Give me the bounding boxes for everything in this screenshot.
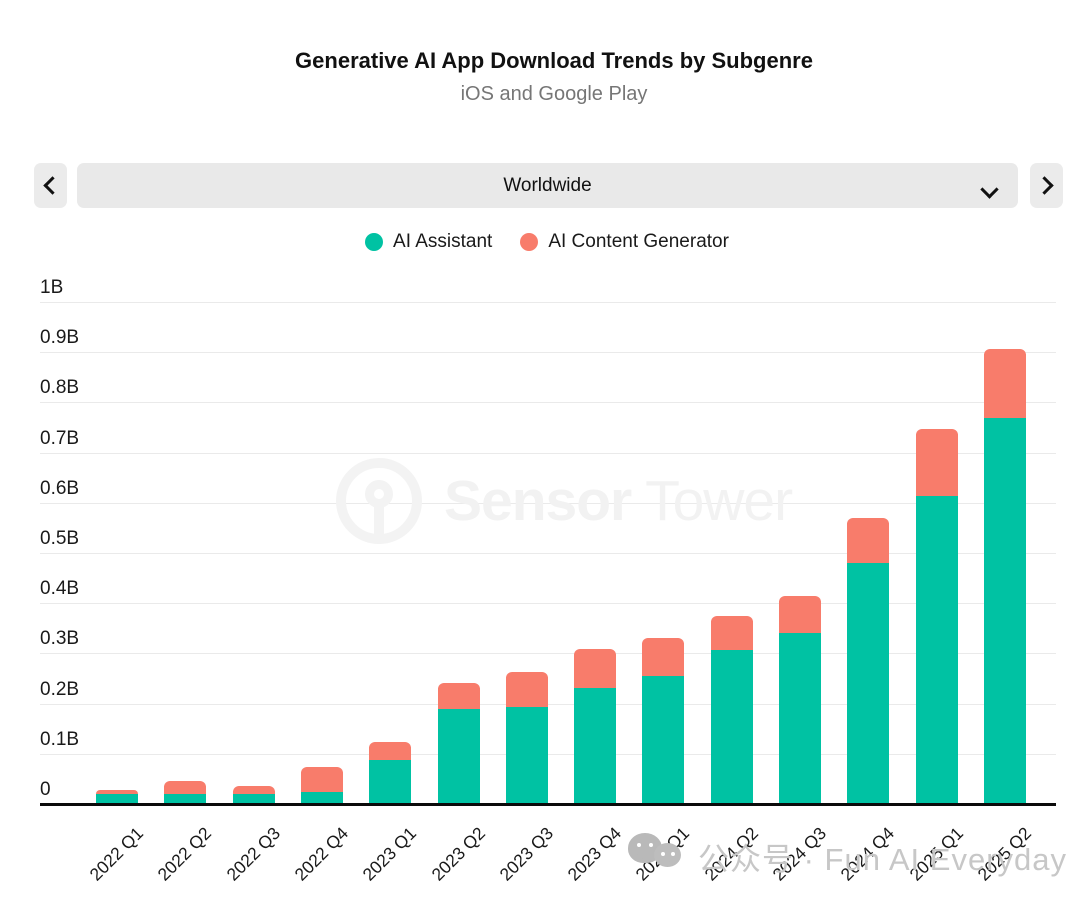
bar-2024-q3[interactable]: [779, 595, 822, 805]
bar-2024-q2[interactable]: [710, 615, 753, 805]
chevron-right-icon: [1035, 176, 1054, 195]
bar-segment-ai-assistant[interactable]: [710, 649, 753, 805]
bar-segment-ai-content-generator[interactable]: [164, 780, 207, 794]
bar-segment-ai-assistant[interactable]: [300, 792, 343, 805]
bar-segment-ai-content-generator[interactable]: [369, 741, 412, 760]
legend-item-ai-content-generator[interactable]: AI Content Generator: [520, 231, 729, 253]
bar-2023-q3[interactable]: [505, 672, 548, 805]
bar-2022-q3[interactable]: [232, 785, 275, 805]
next-region-button[interactable]: [1030, 163, 1063, 208]
bar-segment-ai-content-generator[interactable]: [984, 349, 1027, 418]
y-axis-tick-label: 0: [40, 779, 51, 800]
region-select-value: Worldwide: [503, 174, 592, 196]
previous-region-button[interactable]: [34, 163, 67, 208]
bar-segment-ai-content-generator[interactable]: [574, 648, 617, 689]
legend-dot-icon: [520, 233, 539, 251]
x-axis-line: [40, 803, 1056, 806]
y-axis-tick-label: 0.8B: [40, 377, 80, 399]
y-axis-tick-label: 0.2B: [40, 678, 80, 700]
y-axis-tick-label: 1B: [40, 277, 64, 298]
bar-segment-ai-assistant[interactable]: [164, 793, 207, 805]
bar-segment-ai-content-generator[interactable]: [779, 595, 822, 633]
legend-dot-icon: [365, 233, 384, 251]
chevron-down-icon: [980, 179, 999, 199]
page-title: Generative AI App Download Trends by Sub…: [295, 48, 813, 73]
plot-area: 0 0.1B 0.2B 0.3B 0.4B 0.5B 0.6B 0.7B 0.8B 0.9B 1B 2…: [40, 278, 1056, 885]
y-axis-tick-label: 0.5B: [40, 528, 80, 549]
gridline: [40, 452, 1056, 454]
gridline: [40, 502, 1056, 504]
gridline: [40, 352, 1056, 354]
chevron-left-icon: [43, 176, 62, 195]
bar-segment-ai-content-generator[interactable]: [437, 683, 480, 710]
bar-segment-ai-content-generator[interactable]: [642, 637, 685, 676]
bar-2023-q1[interactable]: [369, 741, 412, 805]
bar-segment-ai-content-generator[interactable]: [505, 672, 548, 708]
bar-2023-q2[interactable]: [437, 683, 480, 805]
gridline: [40, 703, 1056, 705]
legend: AI Assistant AI Content Generator: [0, 231, 1080, 253]
gridline: [40, 402, 1056, 404]
bar-segment-ai-assistant[interactable]: [437, 709, 480, 805]
bar-2022-q4[interactable]: [300, 766, 343, 805]
bar-segment-ai-content-generator[interactable]: [710, 615, 753, 650]
gridline: [40, 603, 1056, 605]
legend-label: AI Assistant: [393, 231, 493, 252]
y-axis-tick-label: 0.6B: [40, 477, 80, 499]
gridline: [40, 753, 1056, 755]
y-axis-tick-label: 0.7B: [40, 427, 80, 449]
bar-segment-ai-content-generator[interactable]: [232, 785, 275, 794]
bar-2023-q4[interactable]: [574, 648, 617, 805]
bar-2022-q2[interactable]: [164, 780, 207, 805]
bar-2025-q2[interactable]: [984, 349, 1027, 805]
gridline: [40, 302, 1056, 303]
bar-segment-ai-assistant[interactable]: [505, 707, 548, 805]
bar-segment-ai-assistant[interactable]: [847, 563, 890, 805]
x-axis-tick-label: 2022 Q1: [85, 823, 148, 885]
bar-segment-ai-assistant[interactable]: [984, 417, 1027, 805]
bar-segment-ai-assistant[interactable]: [915, 495, 958, 805]
bar-2024-q1[interactable]: [642, 637, 685, 805]
bar-segment-ai-assistant[interactable]: [96, 794, 138, 805]
gridline: [40, 553, 1056, 554]
bar-segment-ai-assistant[interactable]: [779, 632, 822, 805]
bar-segment-ai-assistant[interactable]: [642, 676, 685, 805]
bar-segment-ai-assistant[interactable]: [369, 759, 412, 805]
y-axis-tick-label: 0.3B: [40, 628, 80, 650]
bar-segment-ai-assistant[interactable]: [232, 793, 275, 805]
bar-segment-ai-assistant[interactable]: [574, 688, 617, 805]
y-axis-tick-label: 0.4B: [40, 578, 80, 600]
y-axis-tick-label: 0.9B: [40, 327, 80, 349]
legend-item-ai-assistant[interactable]: AI Assistant: [365, 231, 492, 253]
bar-2024-q4[interactable]: [847, 517, 890, 805]
bar-segment-ai-content-generator[interactable]: [915, 429, 958, 496]
chart-header: Generative AI App Download Trends by Sub…: [0, 48, 1080, 106]
bar-2022-q1[interactable]: [96, 789, 138, 805]
bar-2025-q1[interactable]: [915, 429, 958, 805]
gridline: [40, 653, 1056, 655]
y-axis-tick-label: 0.1B: [40, 728, 80, 750]
bar-segment-ai-content-generator[interactable]: [300, 766, 343, 793]
chart-subtitle: iOS and Google Play: [460, 83, 648, 105]
region-select[interactable]: Worldwide: [77, 163, 1018, 208]
legend-label: AI Content Generator: [548, 231, 729, 252]
bar-segment-ai-content-generator[interactable]: [96, 789, 138, 795]
bar-segment-ai-content-generator[interactable]: [847, 517, 890, 564]
